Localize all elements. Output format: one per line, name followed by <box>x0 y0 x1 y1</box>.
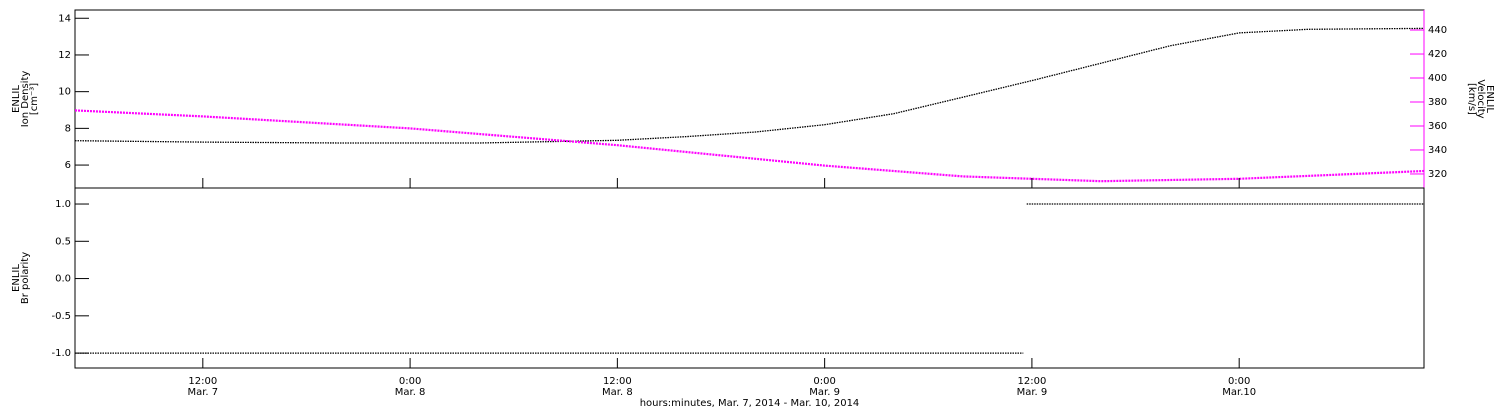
x-tick-label: 0:00 <box>399 376 421 387</box>
y2-tick-label: 420 <box>1428 49 1447 60</box>
x-tick-label: 12:00 <box>188 376 217 387</box>
x-tick-date: Mar. 9 <box>809 387 840 398</box>
y2-axis-label: Velocity <box>1475 79 1486 118</box>
series-line <box>74 27 1425 144</box>
y-axis-label: ENLIL <box>11 264 22 292</box>
x-tick-date: Mar. 7 <box>187 387 218 398</box>
y2-tick-label: 360 <box>1428 121 1447 132</box>
panel-frame <box>74 9 1425 189</box>
x-tick-date: Mar. 9 <box>1017 387 1048 398</box>
x-tick-label: 12:00 <box>1017 376 1046 387</box>
y-tick-label: 8 <box>65 123 71 134</box>
y2-tick-label: 440 <box>1428 25 1447 36</box>
y-tick-label: -1.0 <box>51 348 71 359</box>
x-tick-date: Mar. 8 <box>602 387 633 398</box>
y-tick-label: 0.0 <box>55 274 71 285</box>
x-tick-label: 0:00 <box>813 376 835 387</box>
series-line <box>74 109 1425 183</box>
x-tick-label: 12:00 <box>603 376 632 387</box>
y-tick-label: 12 <box>58 50 71 61</box>
y2-tick-label: 400 <box>1428 73 1447 84</box>
y2-axis-label: ENLIL <box>1484 85 1495 113</box>
x-tick-date: Mar. 8 <box>395 387 426 398</box>
y-tick-label: 10 <box>58 87 71 98</box>
y-tick-label: -0.5 <box>51 311 71 322</box>
y2-tick-label: 320 <box>1428 169 1447 180</box>
x-tick-date: Mar.10 <box>1222 387 1256 398</box>
y2-tick-label: 340 <box>1428 145 1447 156</box>
y-tick-label: 0.5 <box>55 236 71 247</box>
x-axis-label: hours:minutes, Mar. 7, 2014 - Mar. 10, 2… <box>640 398 860 409</box>
panel-frame <box>74 187 1425 369</box>
x-tick-label: 0:00 <box>1228 376 1250 387</box>
y-axis-label: Br polarity <box>20 252 31 304</box>
y-axis-label: Ion Density <box>20 71 31 128</box>
y2-axis-label: [km/s] <box>1466 83 1477 115</box>
y-tick-label: 6 <box>65 160 71 171</box>
y-axis-label: ENLIL <box>11 85 22 113</box>
y2-tick-label: 380 <box>1428 97 1447 108</box>
y-tick-label: 14 <box>58 13 71 24</box>
y-axis-label: [cm⁻³] <box>29 83 40 115</box>
y-tick-label: 1.0 <box>55 199 71 210</box>
